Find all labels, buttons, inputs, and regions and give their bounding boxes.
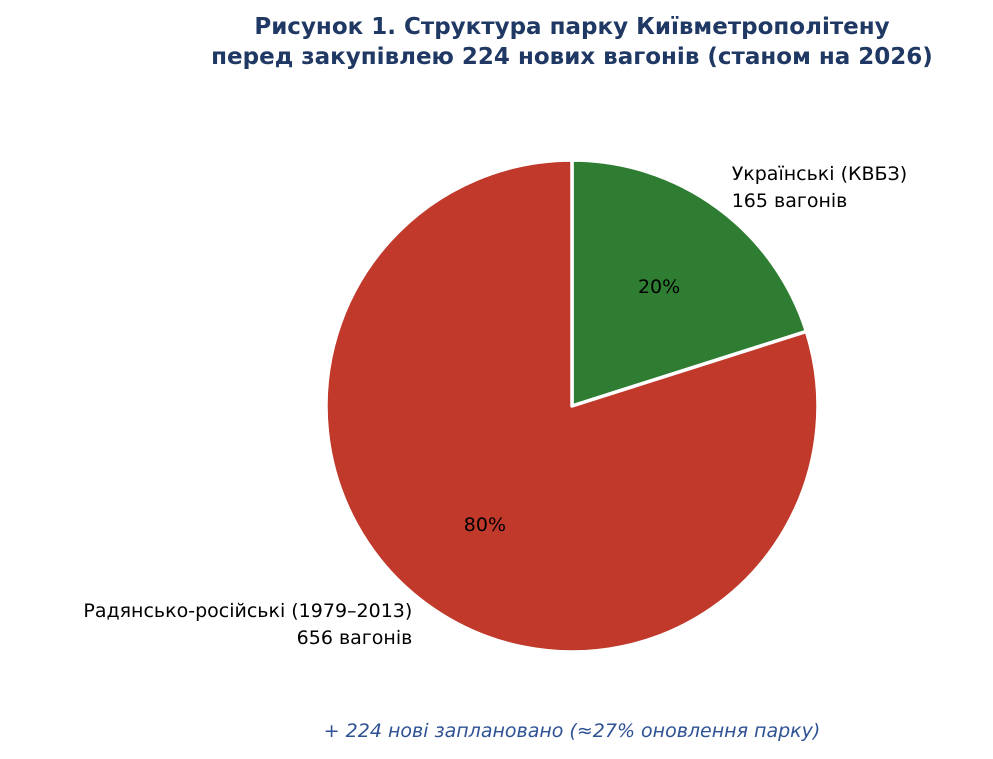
slice-count-1: 656 вагонів	[297, 627, 413, 649]
slice-count-0: 165 вагонів	[732, 190, 848, 212]
percent-label-0: 20%	[638, 276, 680, 298]
slice-name-1: Радянсько-російські (1979–2013)	[83, 600, 412, 622]
pie-slices	[326, 160, 818, 652]
outer-label-1: Радянсько-російські (1979–2013) 656 вагон…	[83, 600, 412, 649]
slice-name-0: Українські (КВБЗ)	[732, 163, 907, 185]
percent-label-1: 80%	[464, 514, 506, 536]
outer-label-0: Українські (КВБЗ) 165 вагонів	[732, 163, 907, 212]
annotation-note: + 224 нові заплановано (≈27% оновлення п…	[324, 720, 821, 742]
